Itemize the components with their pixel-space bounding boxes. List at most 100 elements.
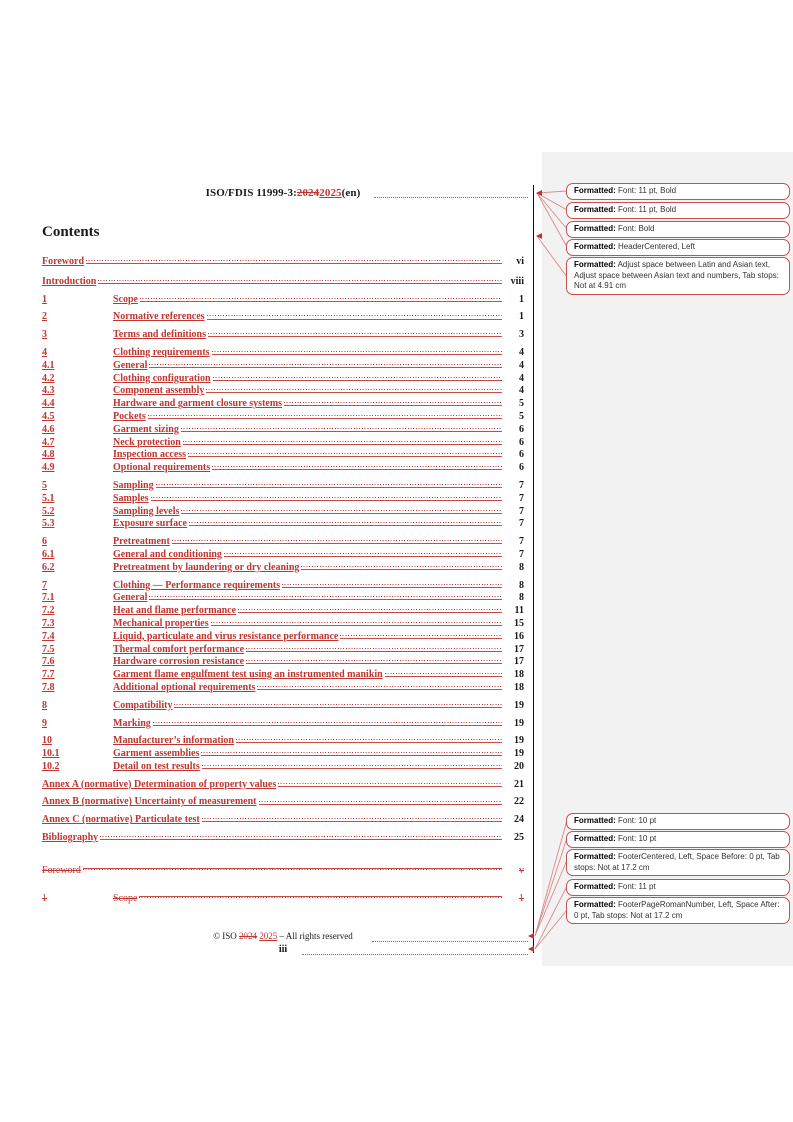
change-anchor-arrow-icon — [528, 946, 534, 952]
toc-entry[interactable]: 7.1 General 8 — [42, 590, 524, 603]
toc-entry[interactable]: 4.6 Garment sizing 6 — [42, 421, 524, 435]
formatted-comment-balloon[interactable]: Formatted: Font: 11 pt, Bold — [566, 183, 790, 200]
formatted-comment-balloon[interactable]: Formatted: Adjust space between Latin an… — [566, 257, 790, 295]
toc-entry[interactable]: 4 Clothing requirements 4 — [42, 344, 524, 358]
toc-entry-number: 1 — [42, 293, 47, 305]
toc-entry-page: 20 — [514, 760, 524, 772]
toc-entry[interactable]: 7.8 Additional optional requirements 18 — [42, 679, 524, 693]
toc-entry[interactable]: Annex B (normative) Uncertainty of measu… — [42, 794, 524, 807]
toc-entry-page: 4 — [519, 385, 524, 397]
toc-entry[interactable]: 4.4 Hardware and garment closure systems… — [42, 396, 524, 409]
toc-entry-title: Inspection access — [113, 449, 187, 461]
formatted-comment-balloon[interactable]: Formatted: HeaderCentered, Left — [566, 239, 790, 256]
toc-leader-dots — [188, 447, 502, 458]
toc-entry-title: Foreword — [42, 864, 81, 876]
toc-entry-title: Annex B (normative) Uncertainty of measu… — [42, 796, 257, 808]
toc-leader-dots — [139, 890, 502, 901]
toc-entry-page: vi — [516, 256, 524, 267]
toc-entry-number: 7.3 — [42, 617, 55, 629]
toc-entry-number: 7.5 — [42, 643, 55, 655]
formatted-comment-balloon[interactable]: Formatted: FooterPageRomanNumber, Left, … — [566, 897, 790, 925]
footer-deleted-year: 2024 — [239, 931, 258, 941]
comment-label: Formatted: — [574, 816, 616, 825]
toc-entry-page: 4 — [519, 346, 524, 358]
toc-entry-page: 18 — [514, 681, 524, 693]
toc-entry[interactable]: 3 Terms and definitions 3 — [42, 327, 524, 340]
toc-entry[interactable]: 5.3 Exposure surface 7 — [42, 516, 524, 529]
toc-entry[interactable]: Annex A (normative) Determination of pro… — [42, 776, 524, 790]
toc-entry[interactable]: 6.1 General and conditioning 7 — [42, 546, 524, 560]
toc-entry-number: 7.1 — [42, 592, 55, 604]
toc-entry-page: 1 — [519, 892, 524, 904]
toc-entry[interactable]: 10.2 Detail on test results 20 — [42, 758, 524, 772]
toc-entry[interactable]: 5.2 Sampling levels 7 — [42, 503, 524, 517]
footer-copyright-suffix: – All rights reserved — [277, 931, 353, 941]
toc-entry[interactable]: 7 Clothing — Performance requirements 8 — [42, 577, 524, 591]
toc-entry-title: Compatibility — [113, 699, 173, 711]
toc-entry-number: 7 — [42, 579, 47, 591]
toc-entry[interactable]: 1 Scope 1 — [42, 291, 524, 305]
toc-entry[interactable]: 10 Manufacturer’s information 19 — [42, 733, 524, 746]
toc-entry[interactable]: 4.2 Clothing configuration 4 — [42, 370, 524, 384]
toc-entry[interactable]: 6.2 Pretreatment by laundering or dry cl… — [42, 559, 524, 573]
toc-entry[interactable]: 4.5 Pockets 5 — [42, 408, 524, 422]
toc-entry[interactable]: 5.1 Samples 7 — [42, 490, 524, 504]
toc-entry[interactable]: 7.2 Heat and flame performance 11 — [42, 603, 524, 616]
toc-entry[interactable]: 4.8 Inspection access 6 — [42, 447, 524, 460]
toc-entry-number: 4.4 — [42, 398, 55, 410]
toc-entry[interactable]: 9 Marking 19 — [42, 715, 524, 729]
toc-entry-number: 6.1 — [42, 548, 55, 560]
comment-text: FooterCentered, Left, Space Before: 0 pt… — [574, 852, 780, 872]
toc-entry[interactable]: 10.1 Garment assemblies 19 — [42, 746, 524, 759]
formatted-comment-balloon[interactable]: Formatted: Font: 10 pt — [566, 813, 790, 830]
toc-entry[interactable]: 4.7 Neck protection 6 — [42, 434, 524, 448]
toc-entry-page: 25 — [514, 832, 524, 844]
toc-entry-page: 6 — [519, 436, 524, 448]
footer-change-connector — [302, 954, 528, 955]
toc-entry[interactable]: 5 Sampling 7 — [42, 477, 524, 491]
toc-entry-number: 7.4 — [42, 630, 55, 642]
toc-leader-dots — [340, 628, 502, 639]
toc-entry-title: Pretreatment — [113, 536, 170, 548]
toc-entry-page: 17 — [514, 656, 524, 668]
toc-entry-number: 9 — [42, 717, 47, 729]
toc-leader-dots — [149, 357, 502, 368]
toc-entry[interactable]: Introduction viii — [42, 273, 524, 287]
comment-text: Font: 10 pt — [618, 834, 657, 843]
toc-entry[interactable]: 1 Scope 1 — [42, 890, 524, 904]
toc-entry[interactable]: 4.1 General 4 — [42, 357, 524, 371]
toc-entry-title: Manufacturer’s information — [113, 735, 234, 747]
toc-entry-page: 4 — [519, 359, 524, 371]
toc-entry[interactable]: 7.7 Garment flame engulfment test using … — [42, 667, 524, 680]
toc-entry[interactable]: 7.3 Mechanical properties 15 — [42, 615, 524, 629]
toc-entry[interactable]: 4.3 Component assembly 4 — [42, 383, 524, 396]
toc-entry-page: 17 — [514, 643, 524, 655]
toc-entry-page: 18 — [514, 669, 524, 681]
footer-page-number: iii — [278, 944, 288, 955]
toc-entry[interactable]: 8 Compatibility 19 — [42, 697, 524, 711]
toc-entry[interactable]: 4.9 Optional requirements 6 — [42, 460, 524, 473]
comment-text: Adjust space between Latin and Asian tex… — [574, 260, 779, 291]
toc-entry[interactable]: 7.4 Liquid, particulate and virus resist… — [42, 628, 524, 642]
toc-entry-page: 6 — [519, 423, 524, 435]
formatted-comment-balloon[interactable]: Formatted: Font: 11 pt, Bold — [566, 202, 790, 219]
toc-entry[interactable]: Foreword vi — [42, 254, 524, 267]
toc-entry[interactable]: 2 Normative references 1 — [42, 309, 524, 322]
toc-entry[interactable]: 7.6 Hardware corrosion resistance 17 — [42, 654, 524, 667]
toc-entry-number: 7.8 — [42, 681, 55, 693]
toc-leader-dots — [258, 794, 502, 805]
toc-entry[interactable]: Foreword v — [42, 862, 524, 876]
toc-leader-dots — [206, 309, 502, 320]
formatted-comment-balloon[interactable]: Formatted: Font: 10 pt — [566, 831, 790, 848]
formatted-comment-balloon[interactable]: Formatted: FooterCentered, Left, Space B… — [566, 849, 790, 877]
toc-leader-dots — [201, 812, 502, 823]
toc-entry[interactable]: Bibliography 25 — [42, 830, 524, 843]
toc-entry-title: Annex C (normative) Particulate test — [42, 814, 200, 826]
formatted-comment-balloon[interactable]: Formatted: Font: 11 pt — [566, 879, 790, 896]
toc-entry[interactable]: Annex C (normative) Particulate test 24 — [42, 812, 524, 825]
toc-leader-dots — [207, 327, 502, 338]
toc-entry[interactable]: 7.5 Thermal comfort performance 17 — [42, 641, 524, 655]
toc-leader-dots — [82, 862, 502, 873]
toc-entry[interactable]: 6 Pretreatment 7 — [42, 534, 524, 547]
formatted-comment-balloon[interactable]: Formatted: Font: Bold — [566, 221, 790, 238]
